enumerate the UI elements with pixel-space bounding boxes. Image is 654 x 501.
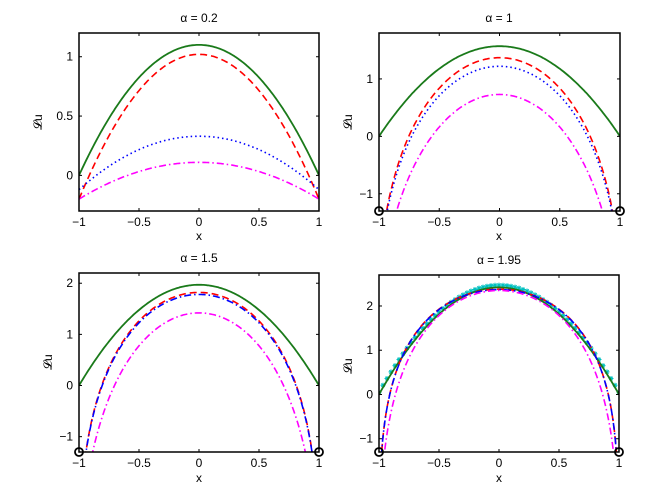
series-magenta-dashdot xyxy=(383,289,615,452)
x-tick-label: −0.5 xyxy=(127,215,151,229)
series-cyan-stars xyxy=(379,282,619,395)
boundary-marker xyxy=(614,447,624,457)
x-tick-label: 1 xyxy=(616,456,623,470)
x-tick-label: −0.5 xyxy=(427,456,451,470)
x-tick-label: 0.5 xyxy=(251,456,268,470)
x-tick-label: 0 xyxy=(496,215,503,229)
y-tick-label: 0.5 xyxy=(56,109,73,123)
subplot-title: α = 1.95 xyxy=(477,253,521,267)
y-tick-label: 1 xyxy=(66,50,73,64)
axes: −1 −0.5 0 0.5 1 0 0.5 1 xyxy=(56,32,323,229)
subplot-alpha-1-5: α = 1.5 x 𝓛u −1 −0.5 0 0.5 1 −1 0 1 2 xyxy=(41,251,324,485)
curves xyxy=(79,283,319,452)
y-axis-label: 𝓛u xyxy=(41,354,55,369)
series-green-solid xyxy=(79,44,319,176)
y-axis-label: 𝓛u xyxy=(31,114,45,129)
y-tick-label: 0 xyxy=(66,379,73,393)
x-tick-label: −1 xyxy=(72,456,86,470)
subplot-title: α = 1 xyxy=(485,11,513,25)
x-axis-label: x xyxy=(196,229,202,243)
axes: −1 −0.5 0 0.5 1 −1 0 1 2 xyxy=(59,272,324,470)
x-tick-label: −0.5 xyxy=(127,456,151,470)
x-axis-label: x xyxy=(496,229,502,243)
boundary-marker xyxy=(314,447,324,457)
y-tick-label: 0 xyxy=(366,387,373,401)
x-axis-label: x xyxy=(496,471,502,485)
x-tick-label: 0 xyxy=(496,456,503,470)
axes: −1 −0.5 0 0.5 1 −1 0 1 xyxy=(359,32,625,229)
x-tick-label: −1 xyxy=(72,215,86,229)
series-blue-dotted xyxy=(386,65,613,211)
curves xyxy=(379,282,619,452)
x-tick-label: 1 xyxy=(617,215,624,229)
y-tick-label: −1 xyxy=(359,432,373,446)
x-tick-label: −0.5 xyxy=(427,215,451,229)
axes-frame xyxy=(78,32,320,212)
y-tick-label: 2 xyxy=(366,299,373,313)
series-blue-dashdot xyxy=(380,288,618,452)
x-tick-label: 1 xyxy=(316,215,323,229)
series-green-solid xyxy=(379,286,619,395)
axes-frame xyxy=(378,274,620,453)
series-green-solid xyxy=(379,45,620,137)
axes: −1 −0.5 0 0.5 1 −1 0 1 2 xyxy=(359,274,624,470)
series-red-dashed xyxy=(385,56,614,211)
x-tick-label: −1 xyxy=(372,215,386,229)
x-tick-label: 0.5 xyxy=(251,215,268,229)
x-tick-label: 0 xyxy=(196,215,203,229)
boundary-marker xyxy=(74,447,84,457)
series-green-solid xyxy=(79,283,319,386)
y-tick-label: 2 xyxy=(66,276,73,290)
x-tick-label: −1 xyxy=(372,456,386,470)
subplot-alpha-1: α = 1 x 𝓛u −1 −0.5 0 0.5 1 −1 0 1 xyxy=(341,11,625,243)
subplot-title: α = 0.2 xyxy=(180,11,218,25)
y-axis-label: 𝓛u xyxy=(341,358,355,373)
subplot-title: α = 1.5 xyxy=(180,251,218,265)
subplot-alpha-0-2: α = 0.2 x 𝓛u −1 −0.5 0 0.5 1 0 0.5 1 xyxy=(31,11,323,243)
series-blue-dotted xyxy=(79,135,319,191)
curves xyxy=(79,44,319,200)
boundary-marker xyxy=(374,206,384,216)
y-tick-label: 1 xyxy=(66,327,73,341)
series-red-dashed xyxy=(79,53,319,200)
y-axis-label: 𝓛u xyxy=(341,114,355,129)
x-tick-label: 1 xyxy=(316,456,323,470)
x-tick-label: 0 xyxy=(196,456,203,470)
subplot-alpha-1-95: α = 1.95 x 𝓛u −1 −0.5 0 0.5 1 −1 0 1 2 xyxy=(341,253,624,485)
y-tick-label: −1 xyxy=(359,187,373,201)
y-tick-label: 1 xyxy=(366,72,373,86)
boundary-marker xyxy=(615,206,625,216)
y-tick-label: −1 xyxy=(59,430,73,444)
x-tick-label: 0.5 xyxy=(551,215,568,229)
series-magenta-dashdot xyxy=(79,161,319,200)
y-tick-label: 0 xyxy=(366,129,373,143)
series-magenta-dashdot xyxy=(395,93,604,211)
y-tick-label: 0 xyxy=(66,168,73,182)
series-magenta-dashdot xyxy=(91,312,307,452)
axes-frame xyxy=(78,272,320,453)
curves xyxy=(379,45,620,211)
boundary-marker xyxy=(374,447,384,457)
series-blue-dashdot xyxy=(85,293,313,452)
y-tick-label: 1 xyxy=(366,343,373,357)
x-tick-label: 0.5 xyxy=(551,456,568,470)
x-axis-label: x xyxy=(196,471,202,485)
series-red-dashed xyxy=(85,291,313,452)
